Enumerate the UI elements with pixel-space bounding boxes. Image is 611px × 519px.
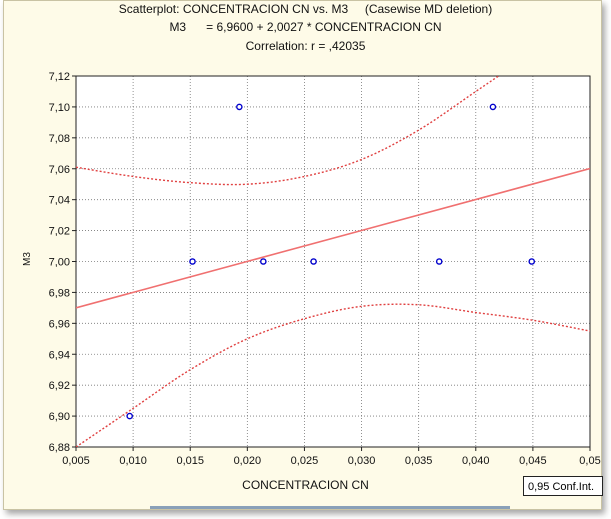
x-tick-label: 0,05 (579, 455, 600, 467)
y-tick-label: 6,88 (49, 442, 70, 454)
data-point (236, 103, 243, 111)
y-tick-label: 6,94 (49, 349, 70, 361)
x-tick-label: 0,045 (519, 455, 547, 467)
data-point (260, 258, 267, 265)
y-tick-label: 6,98 (49, 287, 70, 299)
plot-area (76, 76, 590, 447)
scrollbar-strip (150, 506, 510, 509)
data-point (126, 412, 133, 420)
y-tick-label: 7,12 (49, 71, 70, 83)
x-tick-label: 0,015 (176, 455, 204, 467)
upper-confidence-band (76, 76, 500, 186)
y-tick-label: 7,06 (49, 164, 70, 176)
data-point (189, 258, 196, 265)
y-tick-label: 7,10 (49, 102, 70, 114)
x-tick-label: 0,025 (291, 455, 319, 467)
y-tick-label: 7,00 (49, 257, 70, 269)
x-tick-label: 0,020 (234, 455, 262, 467)
x-axis-label: CONCENTRACION CN (242, 478, 369, 492)
plot-border (75, 75, 591, 448)
data-point (310, 258, 317, 265)
y-tick-label: 6,96 (49, 318, 70, 330)
y-tick-label: 6,92 (49, 380, 70, 392)
lower-confidence-band (76, 303, 590, 447)
chart-title-line-1: Scatterplot: CONCENTRACION CN vs. M3 (Ca… (118, 2, 493, 16)
data-point (528, 258, 536, 265)
x-tick-label: 0,005 (62, 455, 90, 467)
data-point (489, 103, 497, 111)
data-point (435, 258, 443, 265)
chart-title-line-2: M3 = 6,9600 + 2,0027 * CONCENTRACION CN (169, 20, 442, 34)
y-axis-label: M3 (22, 252, 33, 266)
confidence-legend: 0,95 Conf.Int. (523, 476, 603, 496)
x-tick-label: 0,030 (348, 455, 376, 467)
regression-line (76, 167, 590, 309)
y-tick-label: 7,04 (49, 195, 70, 207)
x-tick-label: 0,010 (119, 455, 147, 467)
y-tick-label: 7,02 (49, 226, 70, 238)
y-tick-label: 6,90 (49, 411, 70, 423)
x-tick-label: 0,040 (462, 455, 490, 467)
x-tick-label: 0,035 (405, 455, 433, 467)
y-tick-label: 7,08 (49, 133, 70, 145)
chart-title-line-3: Correlation: r = ,42035 (245, 39, 366, 53)
